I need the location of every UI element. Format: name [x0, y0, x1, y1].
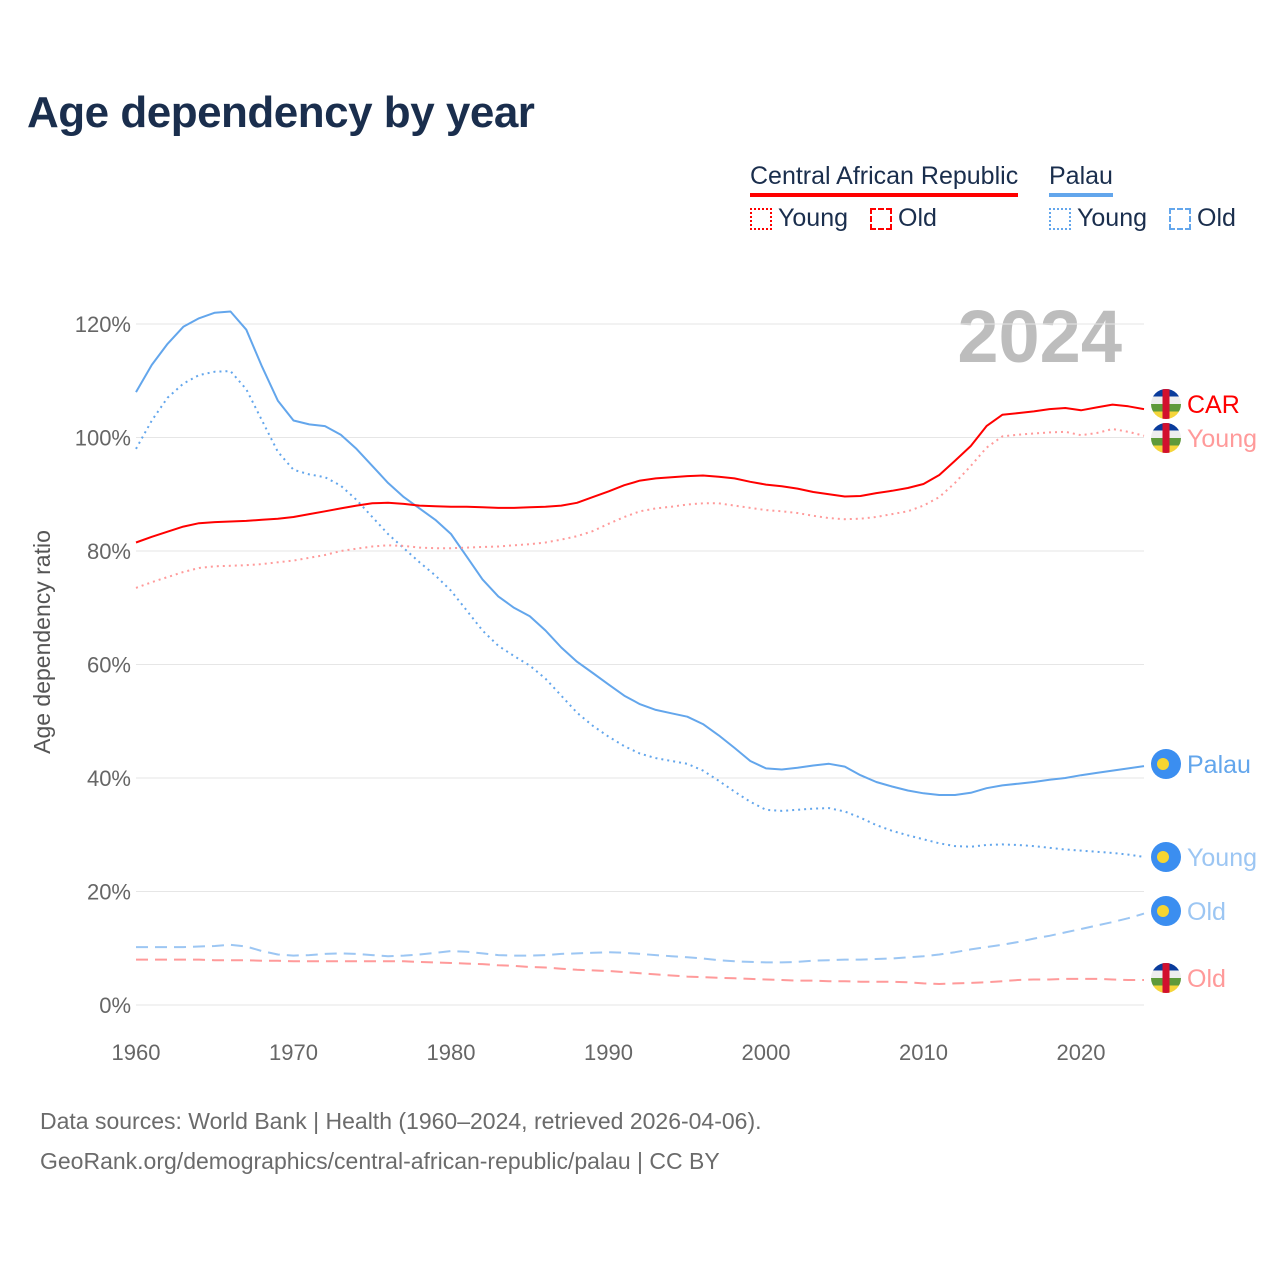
palau-flag-icon: [1151, 842, 1181, 872]
y-tick-label: 40%: [87, 766, 131, 791]
y-tick-label: 0%: [99, 993, 131, 1018]
x-tick-label: 2020: [1057, 1040, 1106, 1065]
legend-palau-young[interactable]: Young: [1049, 204, 1147, 233]
legend-car-old[interactable]: Old: [870, 204, 937, 233]
series-line-palau-total: [135, 310, 1145, 796]
footer-sources: Data sources: World Bank | Health (1960–…: [40, 1108, 762, 1134]
series-line-central-african-republic-young: [135, 428, 1145, 589]
legend-label: Young: [778, 204, 848, 232]
x-tick-label: 1970: [269, 1040, 318, 1065]
series-line-central-african-republic-total: [135, 403, 1145, 544]
legend-label: Young: [1077, 204, 1147, 232]
end-label: CAR: [1187, 391, 1240, 419]
year-watermark: 2024: [957, 295, 1122, 378]
legend-label: Old: [898, 204, 937, 232]
series-line-palau-old: [136, 912, 1145, 964]
dotted-swatch-icon: [1049, 207, 1071, 230]
y-tick-label: 80%: [87, 539, 131, 564]
end-label: Young: [1187, 425, 1257, 453]
x-tick-label: 2010: [899, 1040, 948, 1065]
y-tick-label: 60%: [87, 653, 131, 678]
y-tick-label: 120%: [75, 312, 131, 337]
palau-flag-icon: [1151, 896, 1181, 926]
legend-country-palau[interactable]: Palau: [1049, 162, 1113, 197]
legend-car-young[interactable]: Young: [750, 204, 848, 233]
x-tick-label: 1980: [427, 1040, 476, 1065]
car-flag-icon: [1151, 423, 1181, 453]
dashed-swatch-icon: [1169, 207, 1191, 230]
y-axis-label: Age dependency ratio: [29, 530, 55, 754]
car-flag-icon: [1151, 963, 1181, 993]
end-label: Young: [1187, 844, 1257, 872]
footer-url[interactable]: GeoRank.org/demographics/central-african…: [40, 1148, 720, 1174]
chart-title: Age dependency by year: [27, 88, 535, 137]
dotted-swatch-icon: [750, 207, 772, 230]
dashed-swatch-icon: [870, 207, 892, 230]
y-tick-label: 100%: [75, 426, 131, 451]
series-line-central-african-republic-old: [136, 958, 1144, 985]
legend-label: Old: [1197, 204, 1236, 232]
x-tick-label: 2000: [742, 1040, 791, 1065]
series-line-palau-young: [135, 370, 1145, 858]
legend-country-car[interactable]: Central African Republic: [750, 162, 1019, 197]
car-flag-icon: [1151, 389, 1181, 419]
end-label: Old: [1187, 965, 1226, 993]
end-label: Old: [1187, 898, 1226, 926]
end-label: Palau: [1187, 751, 1251, 779]
palau-flag-icon: [1151, 749, 1181, 779]
legend-palau-old[interactable]: Old: [1169, 204, 1236, 233]
y-tick-label: 20%: [87, 880, 131, 905]
x-tick-label: 1990: [584, 1040, 633, 1065]
x-tick-label: 1960: [112, 1040, 161, 1065]
